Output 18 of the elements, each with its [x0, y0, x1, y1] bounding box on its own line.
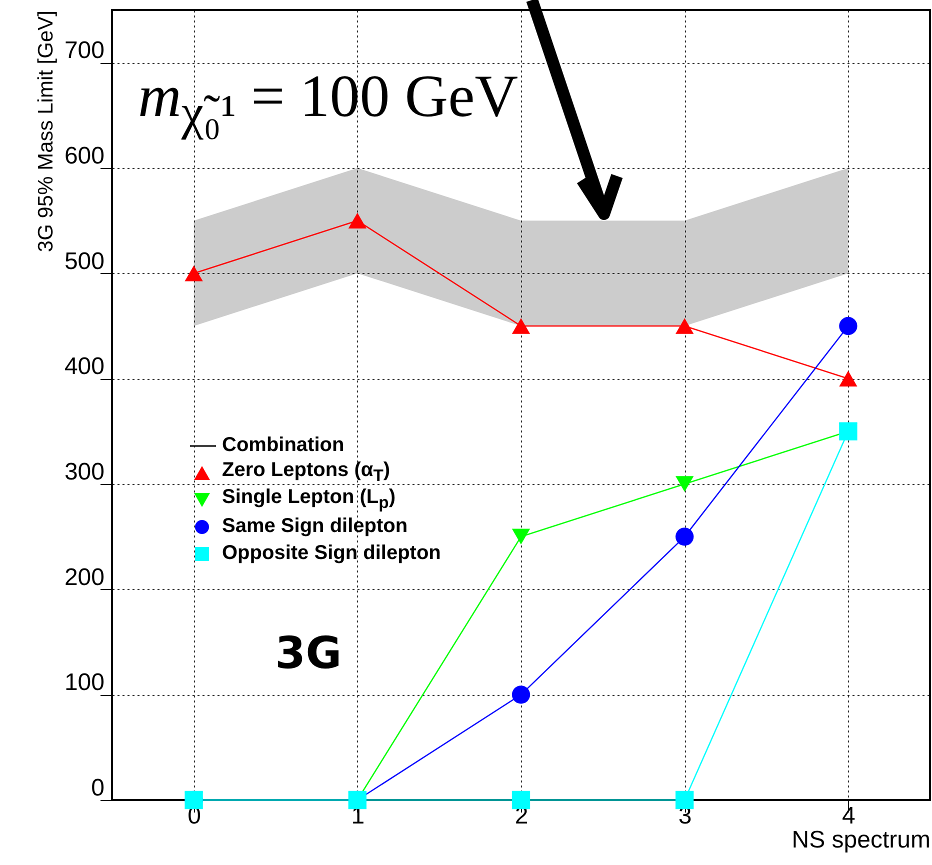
y-tick-label: 0 [91, 774, 104, 802]
y-tick-label: 600 [64, 142, 104, 170]
annotation: m$_{χ̃₀¹}$ = 100 GeV [138, 62, 518, 141]
y-axis-title: 3G 95% Mass Limit [GeV] [34, 10, 58, 252]
y-tick-label: 500 [64, 248, 104, 275]
annotation: 3G [275, 628, 342, 679]
y-tick-label: 400 [64, 353, 104, 380]
x-axis-title: NS spectrum [792, 826, 930, 854]
legend-label: Opposite Sign dilepton [222, 542, 441, 565]
x-tick-label: 4 [842, 802, 856, 830]
y-tick-label: 100 [64, 669, 104, 696]
y-tick-label: 200 [64, 564, 104, 591]
y-tick-label: 700 [64, 37, 104, 64]
legend-label: Same Sign dilepton [222, 515, 408, 538]
legend-label: Combination [222, 434, 344, 457]
legend-label: Zero Leptons (α$_{T}$) [222, 459, 390, 486]
legend-label: Single Lepton (L$_{p}$) [222, 486, 396, 513]
y-tick-label: 300 [64, 458, 104, 486]
